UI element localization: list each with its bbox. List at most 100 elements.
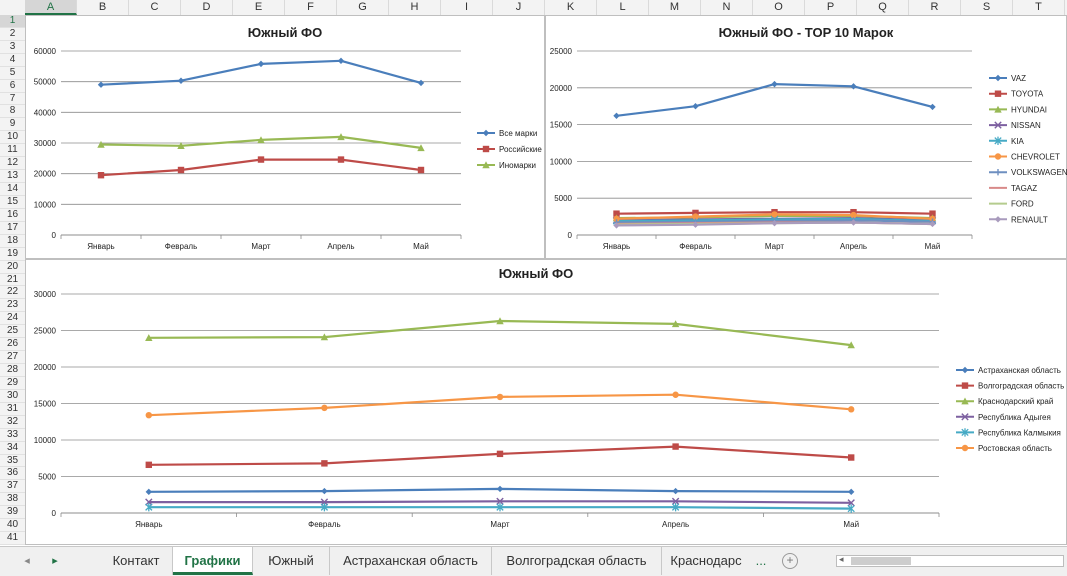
tab-grafiki[interactable]: Графики <box>173 547 253 575</box>
column-header-g[interactable]: G <box>337 0 389 15</box>
column-header-s[interactable]: S <box>961 0 1013 15</box>
row-header-34[interactable]: 34 <box>0 442 25 455</box>
column-header-l[interactable]: L <box>597 0 649 15</box>
y-tick-label: 25000 <box>550 47 573 56</box>
row-header-22[interactable]: 22 <box>0 286 25 299</box>
data-point <box>848 454 854 460</box>
legend-label: RENAULT <box>1011 215 1048 224</box>
row-header-40[interactable]: 40 <box>0 519 25 532</box>
column-header-o[interactable]: O <box>753 0 805 15</box>
x-tick-label: Март <box>251 242 270 251</box>
column-header-k[interactable]: K <box>545 0 597 15</box>
add-sheet-icon[interactable]: + <box>782 553 798 569</box>
tab-kontakt[interactable]: Контакт <box>100 547 173 575</box>
row-header-29[interactable]: 29 <box>0 377 25 390</box>
x-tick-label: Февраль <box>308 520 341 529</box>
scrollbar-thumb[interactable] <box>851 557 911 565</box>
row-header-28[interactable]: 28 <box>0 364 25 377</box>
x-tick-label: Январь <box>135 520 162 529</box>
chart-1: Южный ФО0100002000030000400005000060000Я… <box>26 16 545 259</box>
tabs-overflow-ellipsis[interactable]: ... <box>750 547 772 575</box>
x-tick-label: Март <box>765 242 784 251</box>
column-header-h[interactable]: H <box>389 0 441 15</box>
column-header-e[interactable]: E <box>233 0 285 15</box>
row-header-2[interactable]: 2 <box>0 28 25 41</box>
row-header-39[interactable]: 39 <box>0 506 25 519</box>
column-header-q[interactable]: Q <box>857 0 909 15</box>
x-tick-label: Март <box>490 520 509 529</box>
column-header-n[interactable]: N <box>701 0 753 15</box>
data-point <box>321 460 327 466</box>
row-header-19[interactable]: 19 <box>0 248 25 261</box>
row-header-1[interactable]: 1 <box>0 15 25 28</box>
row-header-17[interactable]: 17 <box>0 222 25 235</box>
tab-yuzhny[interactable]: Южный <box>253 547 330 575</box>
row-header-27[interactable]: 27 <box>0 351 25 364</box>
x-tick-label: Апрель <box>840 242 867 251</box>
row-header-9[interactable]: 9 <box>0 118 25 131</box>
scroll-left-icon[interactable]: ◂ <box>839 554 844 565</box>
row-header-38[interactable]: 38 <box>0 493 25 506</box>
row-header-24[interactable]: 24 <box>0 312 25 325</box>
legend-label: Иномарки <box>499 161 536 170</box>
column-header-r[interactable]: R <box>909 0 961 15</box>
row-header-37[interactable]: 37 <box>0 480 25 493</box>
row-header-10[interactable]: 10 <box>0 131 25 144</box>
row-header-11[interactable]: 11 <box>0 144 25 157</box>
data-point <box>338 156 344 162</box>
row-header-23[interactable]: 23 <box>0 299 25 312</box>
row-header-26[interactable]: 26 <box>0 338 25 351</box>
row-header-4[interactable]: 4 <box>0 54 25 67</box>
row-header-25[interactable]: 25 <box>0 325 25 338</box>
y-tick-label: 50000 <box>34 78 57 87</box>
column-header-a[interactable]: A <box>25 0 77 15</box>
column-header-b[interactable]: B <box>77 0 129 15</box>
tab-volgograd[interactable]: Волгоградская область <box>492 547 662 575</box>
column-header-d[interactable]: D <box>181 0 233 15</box>
column-header-f[interactable]: F <box>285 0 337 15</box>
row-header-5[interactable]: 5 <box>0 67 25 80</box>
column-header-p[interactable]: P <box>805 0 857 15</box>
row-header-16[interactable]: 16 <box>0 209 25 222</box>
row-header-8[interactable]: 8 <box>0 105 25 118</box>
y-tick-label: 15000 <box>34 400 57 409</box>
data-point <box>497 451 503 457</box>
row-header-20[interactable]: 20 <box>0 261 25 274</box>
tab-astrakhan[interactable]: Астраханская область <box>330 547 492 575</box>
row-header-6[interactable]: 6 <box>0 80 25 93</box>
next-sheet-arrow-icon[interactable]: ▸ <box>46 547 64 575</box>
column-header-i[interactable]: I <box>441 0 493 15</box>
row-header-33[interactable]: 33 <box>0 429 25 442</box>
sheet-tab-bar: ◂ ▸ Контакт Графики Южный Астраханская о… <box>0 546 1067 576</box>
row-header-7[interactable]: 7 <box>0 93 25 106</box>
column-header-m[interactable]: M <box>649 0 701 15</box>
legend-label: CHEVROLET <box>1011 153 1060 162</box>
y-tick-label: 15000 <box>550 121 573 130</box>
y-tick-label: 25000 <box>34 327 57 336</box>
row-header-14[interactable]: 14 <box>0 183 25 196</box>
row-header-12[interactable]: 12 <box>0 157 25 170</box>
prev-sheet-arrow-icon[interactable]: ◂ <box>18 547 36 575</box>
row-header-15[interactable]: 15 <box>0 196 25 209</box>
row-header-3[interactable]: 3 <box>0 41 25 54</box>
row-header-36[interactable]: 36 <box>0 467 25 480</box>
row-header-18[interactable]: 18 <box>0 235 25 248</box>
row-header-35[interactable]: 35 <box>0 455 25 468</box>
tab-krasnodar[interactable]: Краснодарс <box>662 547 750 575</box>
legend-label: Волгоградская область <box>978 382 1064 391</box>
row-header-31[interactable]: 31 <box>0 403 25 416</box>
column-header-t[interactable]: T <box>1013 0 1065 15</box>
row-header-21[interactable]: 21 <box>0 274 25 287</box>
row-header-30[interactable]: 30 <box>0 390 25 403</box>
column-header-c[interactable]: C <box>129 0 181 15</box>
legend-label: Все марки <box>499 129 537 138</box>
row-header-41[interactable]: 41 <box>0 532 25 545</box>
row-header-13[interactable]: 13 <box>0 170 25 183</box>
x-tick-label: Январь <box>603 242 630 251</box>
y-tick-label: 20000 <box>34 363 57 372</box>
row-header-32[interactable]: 32 <box>0 416 25 429</box>
horizontal-scrollbar[interactable]: ◂ <box>836 555 1064 567</box>
column-header-j[interactable]: J <box>493 0 545 15</box>
